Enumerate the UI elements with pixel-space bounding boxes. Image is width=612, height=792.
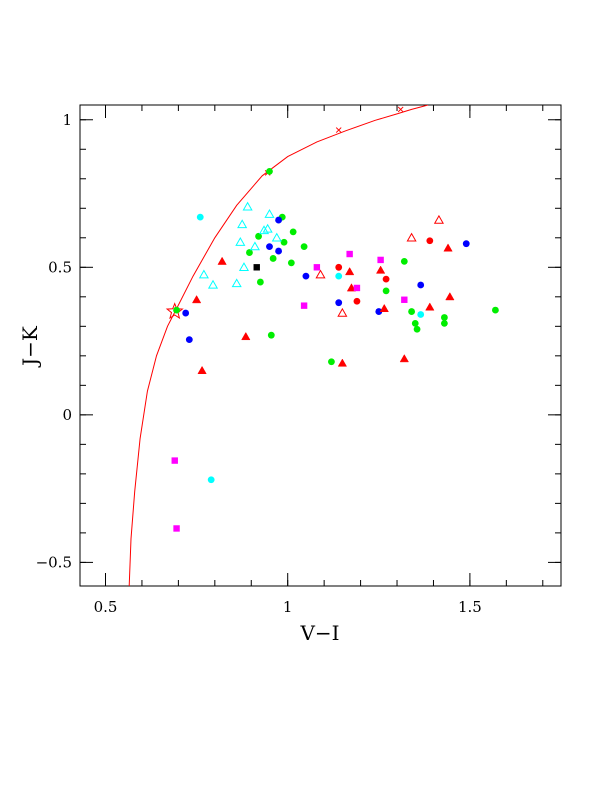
curve-cross-marker [335,127,342,133]
axis-tick-labels: 0.5 1 1.5 −0.5 0 0.5 1 [36,111,482,616]
data-point [165,302,184,320]
y-axis-label: J−K [18,325,42,368]
y-tick-label: 0.5 [48,258,72,276]
data-point [377,256,384,264]
x-tick-label: 0.5 [94,598,118,616]
data-point [197,365,207,374]
data-point [440,314,448,321]
data-point [266,243,273,251]
data-point [375,308,383,315]
curve-cross-marker [397,106,404,113]
data-point [411,319,419,327]
data-point [346,250,353,258]
data-point [258,225,270,235]
data-point [255,232,262,240]
data-point [417,311,425,318]
data-point [335,263,343,271]
data-point [217,256,227,265]
data-point [399,354,409,363]
y-tick-label: −0.5 [36,553,72,571]
data-point [315,269,326,279]
data-point [382,287,390,295]
data-point [266,167,273,175]
data-point [198,269,209,279]
data-point [246,249,253,256]
data-point [237,219,248,229]
data-point [185,336,193,343]
data-point [173,525,180,532]
data-point [445,292,455,301]
data-point [346,283,357,292]
data-point [182,309,190,317]
data-point [345,267,355,276]
data-point [264,208,275,218]
data-point [443,243,453,252]
data-point [196,213,204,221]
x-tick-label: 1.5 [458,598,482,616]
data-point [353,284,361,292]
y-tick-label: 0 [62,406,72,424]
data-point [289,228,297,236]
data-point [287,259,295,267]
data-point [302,272,310,280]
data-point [271,232,282,242]
data-point [379,303,389,313]
data-point [238,262,250,271]
data-point [280,238,288,246]
data-point [235,237,246,246]
data-point [426,237,434,245]
data-point [275,216,282,224]
data-point [492,306,499,314]
data-point [262,223,273,233]
data-point [253,264,260,271]
data-point [171,457,178,464]
data-point [353,297,361,305]
data-point [335,299,343,307]
data-point [267,331,275,339]
x-tick-label: 1 [283,598,293,616]
data-point [300,243,308,251]
data-point [382,275,390,283]
data-point [241,331,251,341]
y-tick-label: 1 [62,111,72,129]
data-point [275,247,282,255]
data-point [231,278,242,288]
data-point [462,240,470,248]
x-axis-label: V−I [299,621,339,645]
data-points-layer [165,167,499,532]
data-point [328,358,335,366]
data-point [173,306,180,314]
data-point [256,278,264,286]
data-point [337,307,348,317]
data-point [335,272,343,280]
data-point [242,201,253,211]
data-point [249,241,260,251]
data-point [417,281,425,289]
data-point [408,308,415,315]
data-point [269,255,277,262]
axis-ticks [80,105,561,586]
data-point [207,476,215,484]
data-point [413,325,421,333]
data-point [440,319,448,327]
data-point [313,264,321,271]
data-point [406,232,417,242]
model-curve [128,105,429,586]
data-point [433,214,444,224]
data-point [425,302,435,311]
data-point [400,257,408,265]
data-point [401,296,408,303]
plot-frame [79,104,562,587]
data-point [337,358,347,367]
data-point [300,302,308,309]
data-point [191,295,202,304]
model-curve-layer [128,105,429,586]
data-point [207,279,219,289]
data-point [375,265,386,274]
